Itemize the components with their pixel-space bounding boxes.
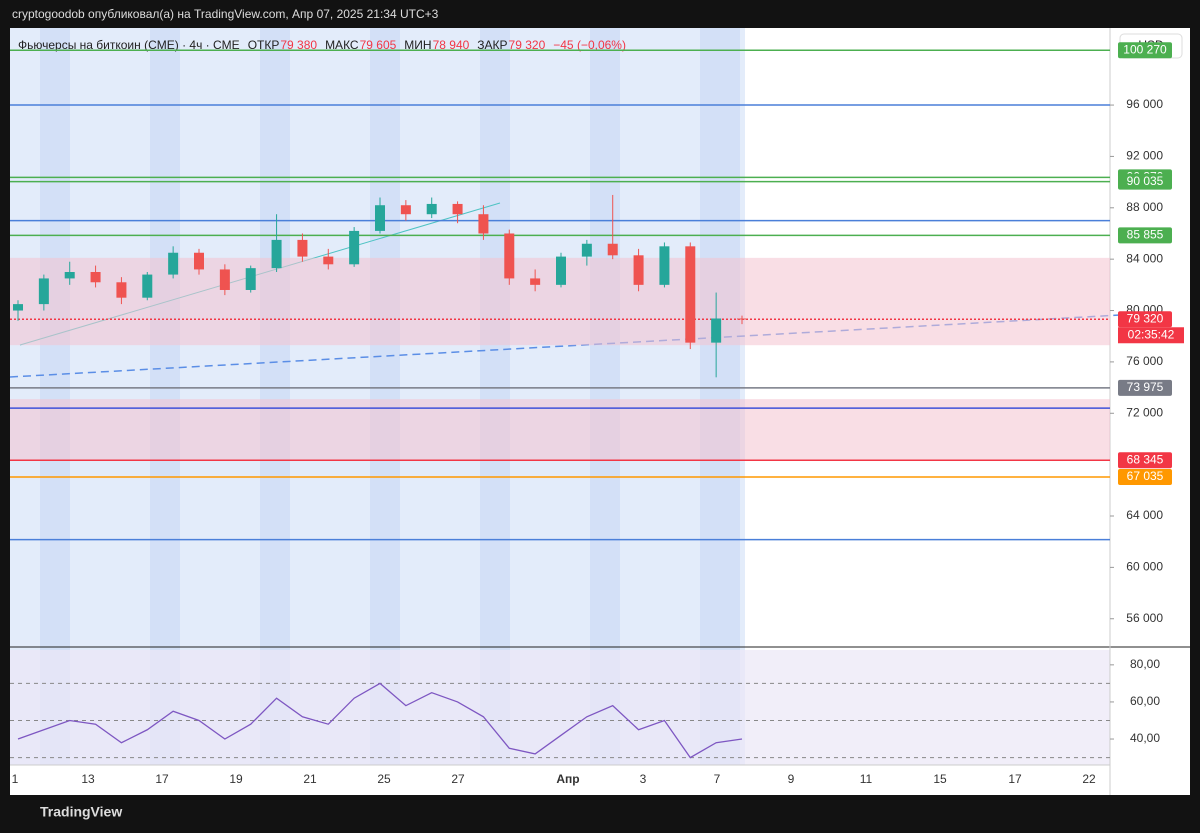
price-label-bg <box>1118 311 1172 328</box>
y-tick-label: 88 000 <box>1126 200 1163 214</box>
candle-body <box>13 304 23 311</box>
countdown: 02:35:42 <box>1128 327 1175 341</box>
candle-body <box>168 252 179 275</box>
x-tick-label: 21 <box>303 772 317 786</box>
y-tick-label: 56 000 <box>1126 611 1163 625</box>
candle-body <box>116 282 127 298</box>
y-tick-label: 92 000 <box>1126 149 1163 163</box>
rsi-line <box>17 682 743 759</box>
price-label-bg <box>1118 227 1172 244</box>
candle-body <box>556 256 566 285</box>
legend: Фьючерсы на биткоин (CME) · 4ч · CME ОТКР… <box>18 38 626 52</box>
legend-item: 79 320 <box>509 38 546 52</box>
candle-body <box>271 239 282 269</box>
y-tick-label: 64 000 <box>1126 508 1163 522</box>
y-tick-label: 96 000 <box>1126 97 1163 111</box>
y-tick-label: 72 000 <box>1126 405 1163 419</box>
candle-body <box>297 239 308 257</box>
price-label: 68 345 <box>1127 452 1164 466</box>
zone <box>10 399 1110 461</box>
candle-body <box>194 252 204 270</box>
x-tick-label: 17 <box>1008 772 1022 786</box>
y-tick-label: 76 000 <box>1126 354 1163 368</box>
candle-body <box>659 246 670 285</box>
candle-body <box>737 318 747 320</box>
session-stripes <box>40 28 740 765</box>
candle-body <box>581 243 592 257</box>
legend-item: −45 (−0,06%) <box>553 38 626 52</box>
candle-body <box>142 274 153 298</box>
price-label-bg <box>1118 469 1172 486</box>
price-label: 90 035 <box>1127 174 1164 188</box>
candle-body <box>400 205 411 215</box>
candle-body <box>504 233 515 279</box>
x-tick-label: 9 <box>788 772 795 786</box>
legend-item: МАКС <box>325 38 359 52</box>
candle-body <box>245 268 256 290</box>
legend-item: 79 380 <box>280 38 317 52</box>
x-tick-label: 25 <box>377 772 391 786</box>
legend-item: МИН <box>404 38 431 52</box>
candle-body <box>478 214 489 234</box>
candle-body <box>633 255 644 285</box>
price-label-bg <box>1118 452 1172 469</box>
price-label: 73 975 <box>1127 380 1164 394</box>
x-tick-label: 19 <box>229 772 243 786</box>
x-tick-label: 22 <box>1082 772 1096 786</box>
price-label: 79 320 <box>1127 311 1164 325</box>
price-label-bg <box>1118 42 1172 59</box>
candle-body <box>607 243 618 256</box>
candle-body <box>375 205 385 231</box>
price-label-bg <box>1118 379 1172 396</box>
x-tick-label: 3 <box>640 772 647 786</box>
x-tick-label: 11 <box>860 772 873 786</box>
legend-item: 79 605 <box>360 38 397 52</box>
candle-body <box>90 272 101 283</box>
x-tick-label: 13 <box>81 772 95 786</box>
candle-body <box>219 269 230 290</box>
legend-item: Фьючерсы на биткоин (CME) · 4ч · CME <box>18 38 240 52</box>
price-label: 85 855 <box>1127 228 1164 242</box>
rsi-tick-label: 80,00 <box>1130 657 1160 671</box>
author-line: cryptogoodob опубликовал(а) на TradingVi… <box>12 7 439 21</box>
footer-brand: TradingView <box>40 804 122 820</box>
candle-body <box>530 278 541 285</box>
rsi-tick-label: 60,00 <box>1130 694 1160 708</box>
y-tick-label: 60 000 <box>1126 560 1163 574</box>
y-tick-label: 84 000 <box>1126 251 1163 265</box>
rsi-bg <box>10 650 1110 765</box>
candle-body <box>349 230 360 265</box>
x-tick-label: 17 <box>155 772 169 786</box>
candle-body <box>452 203 463 215</box>
x-tick-label: 7 <box>714 772 721 786</box>
candle-body <box>685 246 696 343</box>
price-label-bg <box>1118 173 1172 190</box>
x-tick-label: 15 <box>933 772 947 786</box>
candle-body <box>323 256 334 265</box>
candle-body <box>64 272 75 279</box>
legend-item: ОТКР <box>248 38 280 52</box>
candle-body <box>426 203 437 215</box>
price-label: 67 035 <box>1127 469 1164 483</box>
candle-body <box>711 318 722 343</box>
price-label: 100 270 <box>1123 42 1167 56</box>
legend-item: 78 940 <box>433 38 470 52</box>
legend-item: ЗАКР <box>477 38 507 52</box>
x-tick-label: 27 <box>451 772 465 786</box>
rsi-tick-label: 40,00 <box>1130 731 1160 745</box>
countdown-bg <box>1118 327 1184 344</box>
x-tick-label: Апр <box>556 772 579 786</box>
x-tick-label: 1 <box>12 772 19 786</box>
candle-body <box>38 278 49 305</box>
